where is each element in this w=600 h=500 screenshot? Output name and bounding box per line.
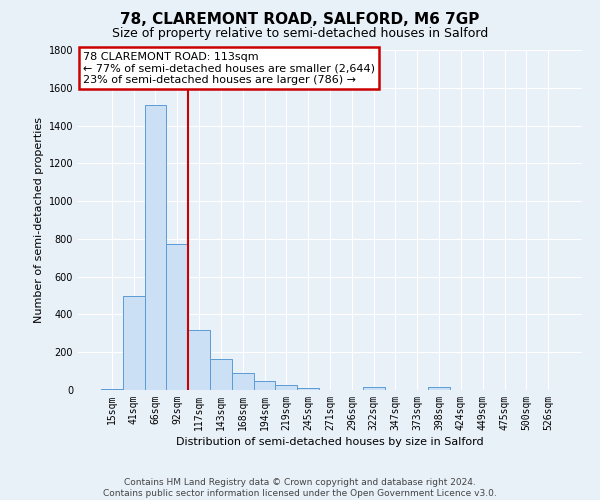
Bar xyxy=(275,384,297,390)
Bar xyxy=(166,244,188,390)
X-axis label: Distribution of semi-detached houses by size in Salford: Distribution of semi-detached houses by … xyxy=(176,437,484,447)
Text: Contains HM Land Registry data © Crown copyright and database right 2024.
Contai: Contains HM Land Registry data © Crown c… xyxy=(103,478,497,498)
Bar xyxy=(188,330,210,390)
Bar xyxy=(297,388,319,390)
Bar xyxy=(145,105,166,390)
Bar xyxy=(210,359,232,390)
Bar xyxy=(101,389,123,390)
Text: 78 CLAREMONT ROAD: 113sqm
← 77% of semi-detached houses are smaller (2,644)
23% : 78 CLAREMONT ROAD: 113sqm ← 77% of semi-… xyxy=(83,52,375,85)
Bar xyxy=(123,296,145,390)
Bar xyxy=(428,388,450,390)
Y-axis label: Number of semi-detached properties: Number of semi-detached properties xyxy=(34,117,44,323)
Bar xyxy=(254,380,275,390)
Text: 78, CLAREMONT ROAD, SALFORD, M6 7GP: 78, CLAREMONT ROAD, SALFORD, M6 7GP xyxy=(121,12,479,28)
Bar xyxy=(363,388,385,390)
Text: Size of property relative to semi-detached houses in Salford: Size of property relative to semi-detach… xyxy=(112,28,488,40)
Bar xyxy=(232,373,254,390)
